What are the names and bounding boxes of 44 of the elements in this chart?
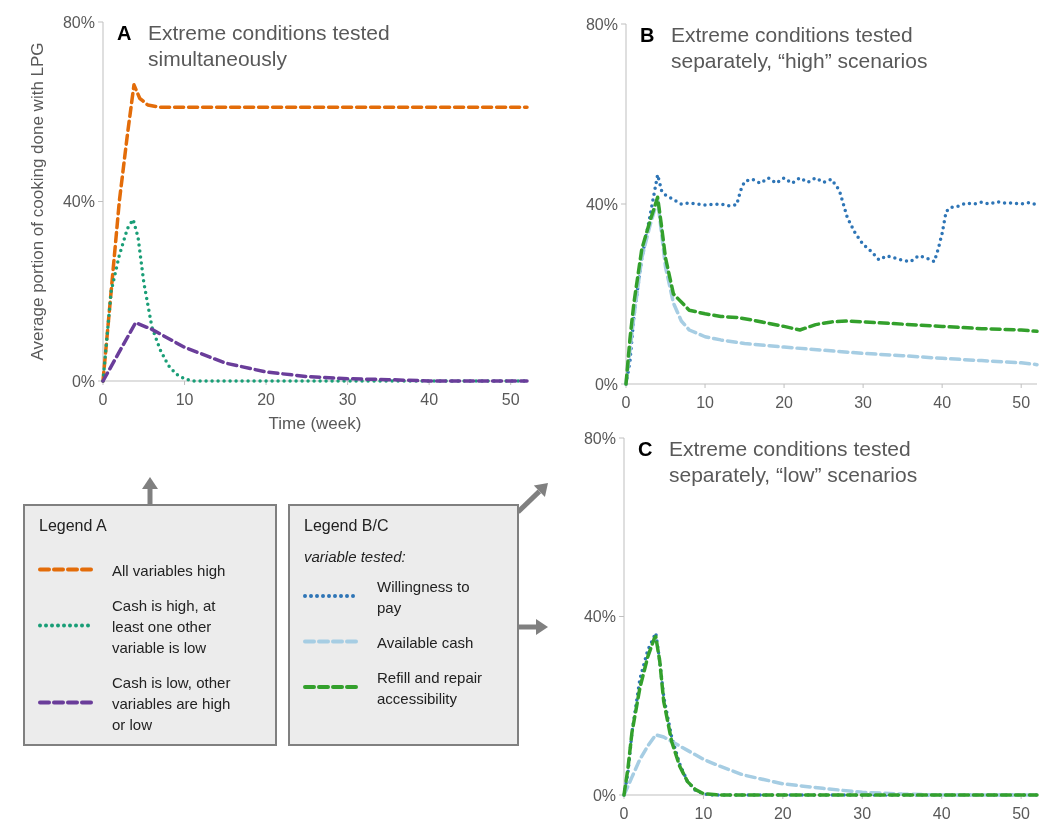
y-tick-label: 80% [62, 13, 95, 31]
legend-title: Legend A [39, 517, 107, 534]
x-tick-label: 0 [619, 805, 629, 822]
x-tick-label: 30 [338, 391, 357, 408]
y-tick-label: 0% [592, 786, 616, 804]
x-tick-label: 20 [257, 391, 276, 408]
x-tick-label: 10 [694, 805, 713, 822]
legend-label: All variables high [112, 561, 226, 579]
x-tick-label: 40 [932, 805, 951, 822]
text: Extreme conditions tested separately, “high” scenarios [671, 23, 928, 72]
x-tick-label: 20 [773, 805, 792, 822]
x-tick-label: 0 [98, 391, 108, 408]
legend-label: Willingness to pay [377, 577, 470, 616]
y-tick-label: 80% [585, 15, 618, 33]
annotation: A [117, 22, 132, 44]
y-tick-label: 0% [594, 375, 618, 393]
y-tick-label: 80% [583, 429, 616, 447]
x-tick-label: 30 [853, 805, 872, 822]
x-tick-label: 50 [1012, 394, 1031, 411]
legend-label: Available cash [377, 633, 474, 651]
x-tick-label: 30 [854, 394, 873, 411]
x-tick-label: 10 [175, 391, 194, 408]
x-tick-label: 50 [501, 391, 520, 408]
x-tick-label: 0 [621, 394, 631, 411]
x-tick-label: 10 [696, 394, 715, 411]
y-tick-label: 40% [62, 193, 95, 211]
x-tick-label: 40 [933, 394, 952, 411]
legend-label: Cash is high, at least one other variable is low [112, 596, 217, 656]
x-tick-label: 50 [1012, 805, 1031, 822]
y-axis-title: Average portion of cooking done with LPG [28, 42, 47, 361]
annotation: C [638, 438, 653, 460]
text: Extreme conditions tested separately, “low” scenarios [669, 437, 918, 486]
annotation: B [640, 24, 655, 46]
legend-title: Legend B/C [304, 517, 389, 534]
text: variable tested: [304, 548, 406, 565]
x-tick-label: 40 [420, 391, 439, 408]
y-tick-label: 40% [583, 608, 616, 626]
legend-label: Cash is low, other variables are high or low [112, 673, 231, 733]
legend-label: Refill and repair accessibility [377, 668, 483, 707]
y-tick-label: 40% [585, 195, 618, 213]
text: Extreme conditions tested simultaneously [148, 21, 390, 70]
x-tick-label: 20 [775, 394, 794, 411]
y-tick-label: 0% [71, 372, 95, 390]
x-axis-title: Time (week) [268, 414, 362, 433]
